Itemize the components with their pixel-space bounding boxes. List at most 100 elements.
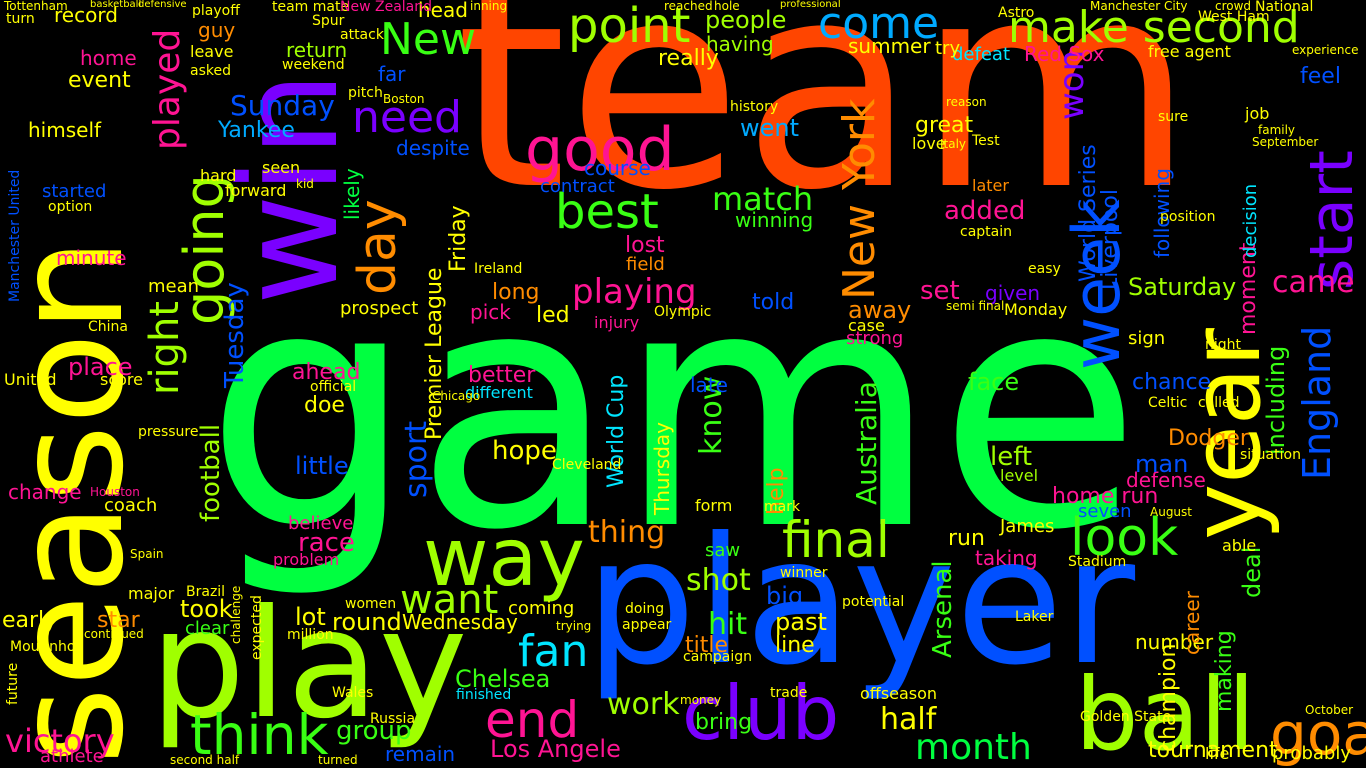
word-playing: playing (572, 272, 697, 312)
word-ireland: Ireland (474, 261, 523, 277)
word-arsenal: Arsenal (928, 560, 958, 658)
word-people: people (705, 6, 787, 34)
word-russia: Russia (370, 711, 416, 727)
word-champion: champion (1156, 643, 1181, 752)
word-position: position (1160, 209, 1216, 225)
word-field: field (626, 254, 665, 275)
word-boston: Boston (383, 92, 425, 106)
word-monday: Monday (1004, 300, 1068, 319)
word-problem: problem (273, 550, 340, 569)
word-lot: lot (295, 603, 326, 631)
word-round: round (332, 608, 402, 636)
word-likely: likely (340, 168, 364, 220)
word-job: job (1245, 104, 1270, 123)
word-big: big (766, 582, 804, 610)
word-laker: Laker (1015, 609, 1054, 625)
word-past: past (775, 608, 827, 636)
word-think: think (190, 703, 329, 767)
word-defensive: defensive (138, 0, 187, 10)
word-lost: lost (625, 233, 665, 258)
word-spur: Spur (312, 13, 345, 29)
word-man: man (1135, 450, 1189, 478)
word-little: little (295, 452, 349, 480)
word-national: National (1255, 0, 1314, 15)
word-wales: Wales (332, 685, 374, 701)
word-able: able (1222, 536, 1257, 555)
word-ball: ball (1075, 656, 1256, 768)
word-event: event (68, 68, 131, 93)
word-player: player (585, 501, 1136, 704)
word-guy: guy (198, 18, 236, 42)
word-winner: winner (780, 565, 828, 581)
word-expected: expected (249, 595, 265, 660)
word-offseason: offseason (860, 684, 938, 703)
word-yankee: Yankee (218, 118, 295, 143)
word-brazil: Brazil (186, 584, 226, 600)
word-future: future (5, 662, 21, 705)
word-manchester-city: Manchester City (1090, 0, 1188, 13)
word-having: having (706, 32, 774, 56)
word-situation: situation (1240, 447, 1301, 463)
word-played: played (147, 28, 188, 150)
word-team: team (455, 0, 1195, 253)
word-game: game (205, 218, 1142, 602)
word-fan: fan (518, 626, 589, 677)
word-red-sox: Red Sox (1024, 42, 1105, 66)
word-need: need (352, 92, 462, 143)
word-chance: chance (1132, 370, 1212, 395)
word-history: history (730, 99, 779, 115)
word-took: took (180, 595, 233, 623)
word-want: want (400, 577, 499, 623)
word-really: really (658, 46, 719, 71)
word-came: came (1272, 265, 1355, 300)
word-option: option (48, 199, 93, 215)
word-course: course (584, 156, 651, 180)
word-trade: trade (770, 685, 808, 701)
word-work: work (607, 687, 680, 722)
word-shot: shot (686, 563, 751, 598)
word-semi-final: semi final (946, 299, 1005, 313)
word-score: score (100, 370, 143, 389)
word-captain: captain (960, 224, 1012, 240)
word-level: level (1000, 466, 1039, 485)
word-added: added (944, 196, 1026, 226)
word-best: best (555, 184, 659, 240)
word-ahead: ahead (292, 360, 361, 385)
word-italy: Italy (940, 137, 967, 151)
word-mourinho: Mourinho (10, 639, 76, 655)
word-official: official (310, 379, 357, 395)
word-life: life (1205, 744, 1230, 763)
word-major: major (128, 584, 175, 603)
word-money: money (680, 693, 722, 707)
word-pitch: pitch (348, 85, 383, 101)
word-united: United (4, 370, 57, 389)
word-prospect: prospect (340, 298, 419, 319)
word-head: head (418, 0, 468, 22)
word-started: started (42, 181, 107, 202)
word-month: month (915, 727, 1032, 768)
word-tuesday: Tuesday (220, 282, 250, 388)
word-called: called (1198, 395, 1240, 411)
word-continued: continued (84, 627, 144, 641)
word-point: point (568, 0, 691, 54)
word-probably: probably (1272, 743, 1351, 764)
word-basketball: basketball (90, 0, 142, 10)
word-home-run: home run (1052, 484, 1159, 509)
word-half: half (880, 702, 937, 737)
word-olympic: Olympic (654, 304, 712, 320)
word-women: women (345, 596, 397, 612)
word-form: form (695, 496, 733, 515)
word-trying: trying (556, 619, 592, 633)
word-houston: Houston (90, 485, 140, 499)
word-decision: decision (1240, 183, 1261, 258)
word-inning: inning (470, 0, 508, 13)
word-title: title (685, 633, 729, 658)
word-athlete: athlete (40, 746, 104, 767)
word-coach: coach (104, 495, 158, 516)
word-attack: attack (340, 27, 384, 43)
word-away: away (848, 296, 912, 324)
word-free-agent: free agent (1148, 42, 1231, 61)
word-summer: summer (848, 34, 931, 58)
word-seven: seven (1078, 501, 1132, 522)
